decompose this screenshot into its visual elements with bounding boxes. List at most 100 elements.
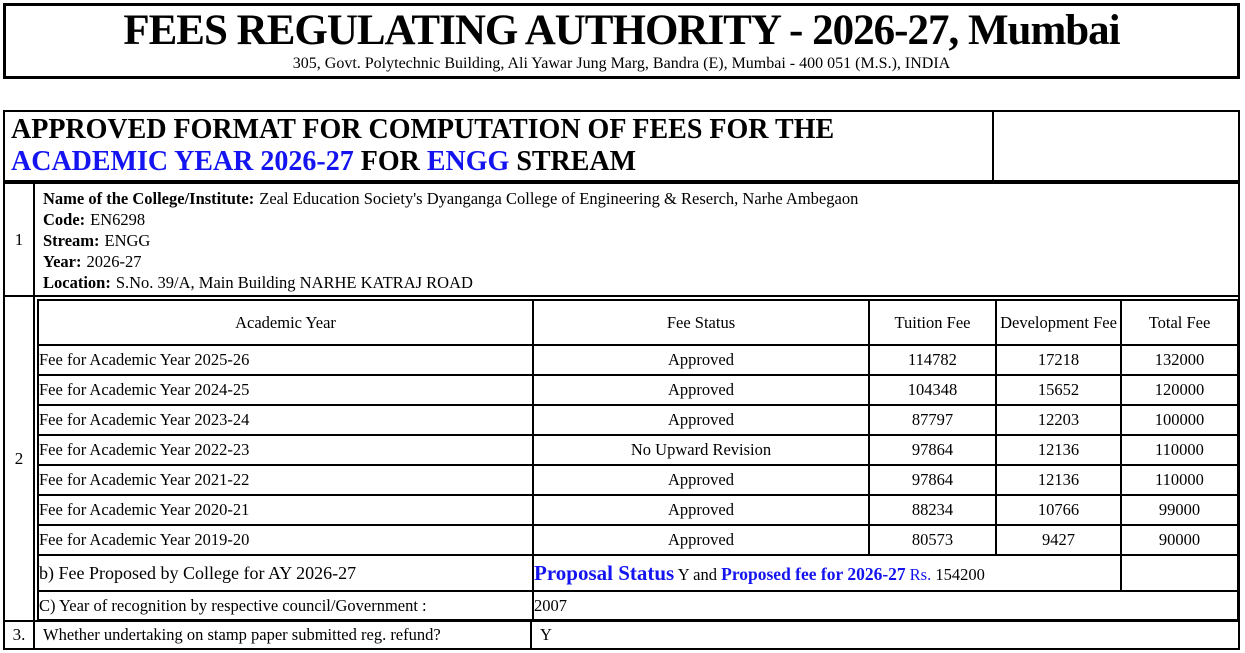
cell-tuition-fee: 88234 <box>868 494 997 526</box>
proposal-detail-cell: Proposal Status Y and Proposed fee for 2… <box>532 554 1122 592</box>
college-name-label: Name of the College/Institute: <box>43 189 255 208</box>
fee-table-header-row: Academic Year Fee Status Tuition Fee Dev… <box>37 299 1238 346</box>
fee-table-container: Academic Year Fee Status Tuition Fee Dev… <box>35 297 1238 620</box>
college-info-cell: Name of the College/Institute: Zeal Educa… <box>35 184 1238 295</box>
college-year-value: 2026-27 <box>86 252 142 271</box>
cell-development-fee: 12136 <box>995 434 1122 466</box>
college-location-line: Location: S.No. 39/A, Main Building NARHE… <box>43 272 1230 293</box>
format-heading-line2: ACADEMIC YEAR 2026-27 FOR ENGG STREAM <box>11 146 986 178</box>
cell-academic-year: Fee for Academic Year 2022-23 <box>37 434 534 466</box>
stream-text: ENGG <box>426 146 510 177</box>
page-title: FEES REGULATING AUTHORITY - 2026-27, Mum… <box>123 7 1120 54</box>
cell-academic-year: Fee for Academic Year 2025-26 <box>37 344 534 376</box>
recognition-label: C) Year of recognition by respective cou… <box>37 590 534 620</box>
cell-academic-year: Fee for Academic Year 2021-22 <box>37 464 534 496</box>
cell-development-fee: 12203 <box>995 404 1122 436</box>
cell-academic-year: Fee for Academic Year 2024-25 <box>37 374 534 406</box>
row-number-3: 3. <box>5 622 35 648</box>
proposal-status-label: Proposal Status <box>534 560 675 585</box>
cell-academic-year: Fee for Academic Year 2019-20 <box>37 524 534 556</box>
row-number-2: 2 <box>5 297 35 620</box>
college-location-label: Location: <box>43 273 111 292</box>
currency-label: Rs. <box>909 564 932 584</box>
cell-fee-status: Approved <box>532 524 870 556</box>
cell-total-fee: 120000 <box>1120 374 1238 406</box>
table-row: Fee for Academic Year 2020-21 Approved 8… <box>37 494 1238 526</box>
proposed-fee-value: 154200 <box>931 564 985 584</box>
cell-tuition-fee: 97864 <box>868 464 997 496</box>
cell-fee-status: Approved <box>532 404 870 436</box>
column-header-academic-year: Academic Year <box>37 299 534 346</box>
cell-academic-year: Fee for Academic Year 2023-24 <box>37 404 534 436</box>
table-row: Fee for Academic Year 2023-24 Approved 8… <box>37 404 1238 436</box>
college-location-value: S.No. 39/A, Main Building NARHE KATRAJ R… <box>115 273 473 292</box>
cell-fee-status: No Upward Revision <box>532 434 870 466</box>
table-row: Fee for Academic Year 2019-20 Approved 8… <box>37 524 1238 556</box>
college-name-value: Zeal Education Society's Dyanganga Colle… <box>259 189 859 208</box>
stream-suffix-text: STREAM <box>509 146 637 177</box>
table-row: Fee for Academic Year 2024-25 Approved 1… <box>37 374 1238 406</box>
college-stream-line: Stream: ENGG <box>43 230 1230 251</box>
table-row: Fee for Academic Year 2022-23 No Upward … <box>37 434 1238 466</box>
college-code-line: Code: EN6298 <box>43 209 1230 230</box>
cell-total-fee: 132000 <box>1120 344 1238 376</box>
cell-development-fee: 9427 <box>995 524 1122 556</box>
cell-tuition-fee: 104348 <box>868 374 997 406</box>
table-row: Fee for Academic Year 2021-22 Approved 9… <box>37 464 1238 496</box>
cell-fee-status: Approved <box>532 494 870 526</box>
fee-history-row: 2 Academic Year Fee Status Tuition Fee D… <box>5 297 1238 622</box>
format-heading-line1: APPROVED FORMAT FOR COMPUTATION OF FEES … <box>11 114 835 145</box>
format-heading-side-cell <box>992 112 1238 180</box>
cell-academic-year: Fee for Academic Year 2020-21 <box>37 494 534 526</box>
cell-fee-status: Approved <box>532 464 870 496</box>
main-table: 1 Name of the College/Institute: Zeal Edu… <box>3 182 1240 650</box>
for-text: FOR <box>353 146 427 177</box>
undertaking-row: 3. Whether undertaking on stamp paper su… <box>5 622 1238 648</box>
college-name-line: Name of the College/Institute: Zeal Educa… <box>43 188 1230 209</box>
format-heading-box: APPROVED FORMAT FOR COMPUTATION OF FEES … <box>3 110 1240 182</box>
cell-total-fee: 100000 <box>1120 404 1238 436</box>
authority-header: FEES REGULATING AUTHORITY - 2026-27, Mum… <box>3 3 1240 79</box>
college-info-row: 1 Name of the College/Institute: Zeal Edu… <box>5 184 1238 297</box>
college-code-value: EN6298 <box>90 210 146 229</box>
cell-fee-status: Approved <box>532 344 870 376</box>
authority-address: 305, Govt. Polytechnic Building, Ali Yaw… <box>292 55 951 72</box>
cell-tuition-fee: 87797 <box>868 404 997 436</box>
college-stream-value: ENGG <box>104 231 151 250</box>
undertaking-question: Whether undertaking on stamp paper submi… <box>35 622 532 648</box>
row-number-1: 1 <box>5 184 35 295</box>
column-header-tuition-fee: Tuition Fee <box>868 299 997 346</box>
table-row: Fee for Academic Year 2025-26 Approved 1… <box>37 344 1238 376</box>
proposal-empty-cell <box>1120 554 1238 592</box>
college-code-label: Code: <box>43 210 86 229</box>
cell-total-fee: 99000 <box>1120 494 1238 526</box>
academic-year-text: ACADEMIC YEAR 2026-27 <box>11 146 354 177</box>
cell-tuition-fee: 114782 <box>868 344 997 376</box>
college-year-line: Year: 2026-27 <box>43 251 1230 272</box>
fee-table: Academic Year Fee Status Tuition Fee Dev… <box>37 299 1238 620</box>
cell-development-fee: 15652 <box>995 374 1122 406</box>
college-year-label: Year: <box>43 252 82 271</box>
cell-development-fee: 10766 <box>995 494 1122 526</box>
cell-total-fee: 110000 <box>1120 434 1238 466</box>
cell-tuition-fee: 97864 <box>868 434 997 466</box>
format-heading-text: APPROVED FORMAT FOR COMPUTATION OF FEES … <box>5 112 992 180</box>
column-header-total-fee: Total Fee <box>1120 299 1238 346</box>
recognition-value: 2007 <box>532 590 1238 620</box>
cell-development-fee: 17218 <box>995 344 1122 376</box>
cell-tuition-fee: 80573 <box>868 524 997 556</box>
column-header-fee-status: Fee Status <box>532 299 870 346</box>
cell-total-fee: 90000 <box>1120 524 1238 556</box>
proposal-status-value: Y and <box>674 564 722 584</box>
column-header-development-fee: Development Fee <box>995 299 1122 346</box>
proposal-label: b) Fee Proposed by College for AY 2026-2… <box>37 554 534 592</box>
proposal-row: b) Fee Proposed by College for AY 2026-2… <box>37 554 1238 592</box>
undertaking-answer: Y <box>540 625 552 644</box>
college-stream-label: Stream: <box>43 231 100 250</box>
cell-fee-status: Approved <box>532 374 870 406</box>
proposed-fee-label: Proposed fee for 2026-27 <box>721 563 906 584</box>
cell-development-fee: 12136 <box>995 464 1122 496</box>
cell-total-fee: 110000 <box>1120 464 1238 496</box>
recognition-row: C) Year of recognition by respective cou… <box>37 590 1238 620</box>
